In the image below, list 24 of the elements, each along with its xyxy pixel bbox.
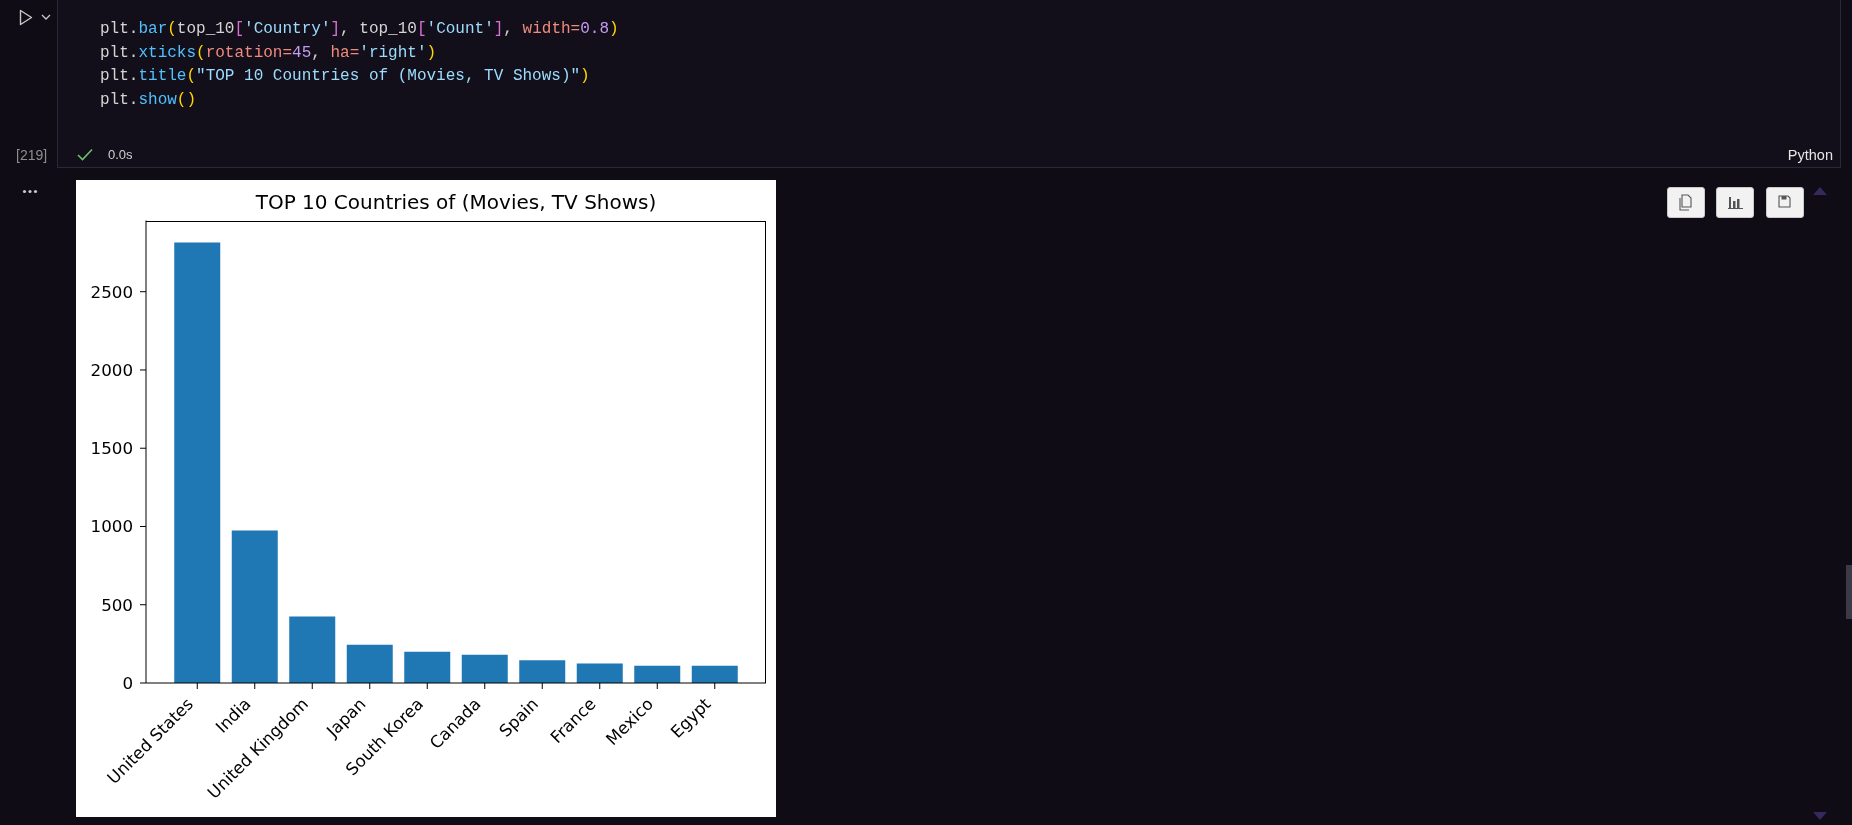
bar	[231, 530, 278, 683]
chart-title: TOP 10 Countries of (Movies, TV Shows)	[254, 190, 658, 214]
text: plt.bar(top_10['Country'], top_10['Count'], width=0.8)	[100, 20, 619, 38]
bar	[174, 242, 221, 683]
y-tick-label: 0	[122, 672, 133, 693]
bar	[289, 616, 336, 683]
bar	[576, 663, 623, 683]
bar	[634, 665, 681, 683]
y-tick-label: 500	[101, 594, 133, 615]
bar	[519, 660, 566, 683]
bar	[404, 651, 451, 683]
text: 0.0s	[108, 147, 133, 163]
text: plt.title("TOP 10 Countries of (Movies, TV Shows)")	[100, 67, 590, 85]
text: [219]	[16, 146, 48, 164]
bar	[461, 654, 508, 683]
y-tick-label: 1000	[90, 516, 133, 537]
text: plt.xticks(rotation=45, ha='right')	[100, 43, 437, 62]
y-tick-label: 1500	[90, 438, 133, 459]
y-tick-label: 2500	[90, 281, 133, 302]
bar	[346, 644, 393, 683]
bar	[691, 665, 738, 683]
y-tick-label: 2000	[90, 359, 133, 380]
text: plt.show()	[100, 90, 197, 109]
text: Python	[1787, 146, 1833, 164]
